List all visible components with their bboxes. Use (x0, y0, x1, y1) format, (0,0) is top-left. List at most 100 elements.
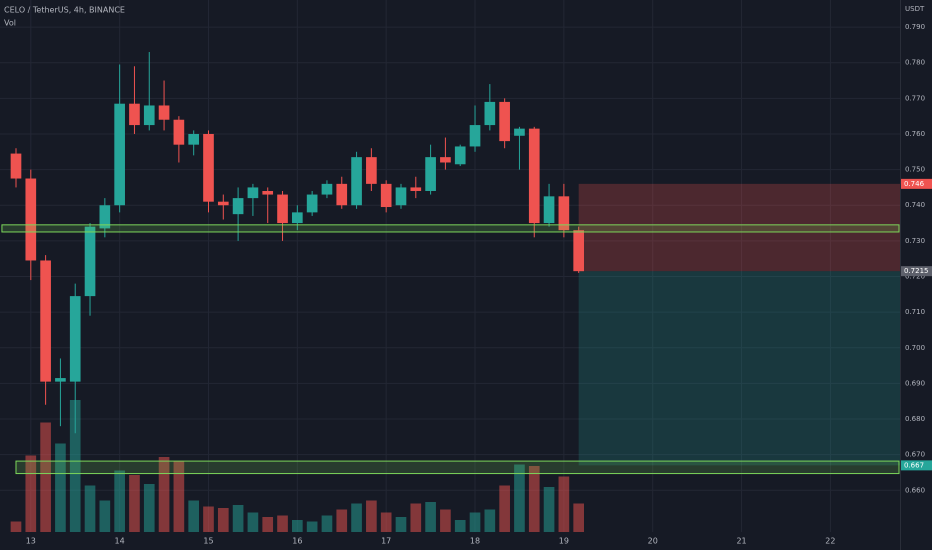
candle-body (292, 212, 303, 224)
candle-body (188, 133, 200, 145)
candle-body (143, 105, 155, 126)
volume-bar (292, 520, 303, 532)
candle-body (129, 103, 140, 126)
volume-bar (173, 461, 185, 532)
candle-body (40, 260, 51, 382)
candle-body (158, 105, 170, 120)
volume-bar (262, 517, 274, 532)
candle-body (203, 133, 214, 202)
y-tick-label: 0.760 (905, 130, 925, 138)
candle-body (247, 187, 259, 199)
volume-label: Vol (4, 19, 16, 28)
volume-bar (203, 506, 214, 532)
x-tick-label: 14 (115, 537, 125, 546)
candle-body (262, 190, 274, 195)
price-badge-label: 0.746 (904, 180, 925, 188)
volume-bar (558, 476, 570, 532)
y-tick-label: 0.730 (905, 237, 925, 245)
candle-body (528, 128, 540, 224)
volume-bar (277, 515, 288, 532)
volume-bar (55, 443, 66, 532)
volume-bar (217, 508, 229, 532)
chart-title: CELO / TetherUS, 4h, BINANCE (4, 6, 125, 15)
y-tick-label: 0.750 (905, 166, 925, 174)
volume-bar (40, 422, 51, 532)
candle-body (395, 187, 407, 206)
volume-bar (380, 512, 392, 532)
candle-body (232, 198, 244, 215)
y-tick-label: 0.720 (905, 273, 925, 281)
volume-bar (10, 521, 22, 532)
volume-bar (306, 521, 318, 532)
candle-body (84, 226, 96, 297)
volume-bar (188, 500, 200, 532)
volume-bar (99, 500, 111, 532)
volume-bar (129, 475, 140, 532)
candle-body (321, 183, 333, 195)
volume-bar (469, 512, 481, 532)
candle-body (484, 101, 496, 126)
axis-layer: 0.660 0.670 0.680 0.690 0.700 0.710 0.720 0.730… (26, 23, 932, 546)
y-tick-label: 0.670 (905, 451, 925, 459)
candle-body (114, 103, 125, 206)
candle-body (55, 378, 66, 382)
x-tick-label: 21 (736, 537, 746, 546)
candle-body (351, 157, 362, 206)
candle-body (440, 157, 451, 163)
y-tick-label: 0.740 (905, 201, 925, 209)
price-badge-label: 0.667 (904, 461, 924, 469)
volume-bar (499, 485, 510, 532)
volume-layer (10, 400, 585, 532)
volume-bar (514, 464, 525, 532)
candle-body (454, 146, 466, 165)
candle-body (25, 178, 37, 261)
price-badge-label: 0.7215 (904, 267, 929, 275)
volume-bar (454, 520, 466, 532)
volume-bar (25, 455, 37, 532)
volume-bar (440, 509, 451, 532)
price-badge (901, 178, 932, 189)
x-tick-label: 16 (292, 537, 302, 546)
y-tick-label: 0.700 (905, 344, 925, 352)
candle-body (543, 196, 555, 224)
axis-unit: USDT (905, 5, 925, 13)
y-tick-label: 0.710 (905, 308, 925, 316)
candle-body (469, 125, 481, 147)
target-region (578, 271, 900, 466)
x-tick-label: 19 (559, 537, 569, 546)
zone-layer (1, 224, 900, 475)
candle-body (410, 187, 422, 191)
x-tick-label: 15 (203, 537, 213, 546)
volume-bar (321, 515, 333, 532)
stop-region (578, 183, 900, 272)
y-tick-label: 0.780 (905, 59, 925, 67)
candle-body (425, 157, 436, 191)
price-badge (901, 460, 932, 471)
candle-body (336, 183, 348, 206)
volume-bar (543, 487, 555, 532)
support-zone (15, 460, 900, 475)
volume-bar (84, 485, 96, 532)
candle-body (306, 194, 318, 213)
volume-bar (484, 509, 496, 532)
volume-bar (158, 457, 170, 532)
volume-bar (410, 503, 422, 532)
x-tick-label: 13 (26, 537, 36, 546)
x-tick-label: 20 (648, 537, 658, 546)
price-badge (901, 266, 932, 277)
candle-body (366, 157, 377, 184)
candle-body (558, 196, 570, 231)
candle-body (573, 230, 585, 272)
candle-body (217, 201, 229, 206)
y-tick-label: 0.660 (905, 486, 925, 494)
volume-bar (395, 517, 407, 532)
y-tick-label: 0.680 (905, 415, 925, 423)
x-tick-label: 18 (470, 537, 480, 546)
candle-body (173, 119, 185, 145)
volume-bar (425, 502, 436, 532)
volume-bar (366, 500, 377, 532)
candle-body (10, 153, 22, 179)
